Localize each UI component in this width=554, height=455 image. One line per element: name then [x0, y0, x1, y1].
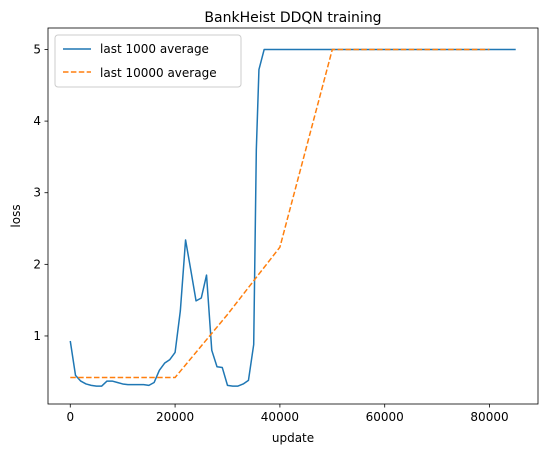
series-line-1 [69, 48, 516, 387]
x-tick-label: 20000 [156, 410, 194, 424]
y-tick-label: 4 [33, 114, 41, 128]
x-tick-label: 0 [66, 410, 74, 424]
legend: last 1000 average last 10000 average [54, 34, 242, 88]
y-tick-label: 1 [33, 329, 41, 343]
y-tick-label: 5 [33, 42, 41, 56]
chart-title: BankHeist DDQN training [204, 10, 381, 26]
x-tick-label: 40000 [261, 410, 299, 424]
series-line-2 [70, 48, 490, 379]
tick-layer: 0 20000 40000 60000 80000 1 2 3 4 5 [33, 42, 508, 424]
legend-box [54, 34, 242, 88]
plot-frame [47, 27, 539, 405]
legend-label-series-1: last 1000 average [100, 42, 209, 56]
plot-layer [69, 48, 516, 387]
x-tick-label: 80000 [470, 410, 508, 424]
x-axis-label: update [272, 431, 314, 445]
y-tick-label: 3 [33, 186, 41, 200]
x-tick-label: 60000 [366, 410, 404, 424]
y-axis-label: loss [9, 204, 23, 227]
legend-label-series-2: last 10000 average [100, 66, 217, 80]
y-tick-label: 2 [33, 257, 41, 271]
